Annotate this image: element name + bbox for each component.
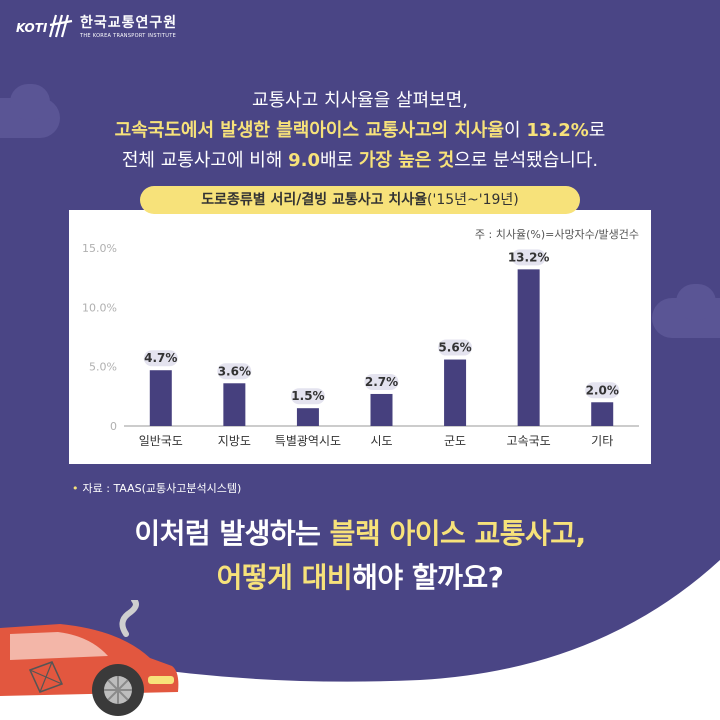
x-tick-label: 특별광역시도 xyxy=(275,434,341,448)
headline-line-2: 어떻게 대비해야 할까요? xyxy=(216,561,504,594)
data-label: 4.7% xyxy=(144,351,177,365)
chart-title-period: ('15년~'19년) xyxy=(427,192,519,208)
logo: KOTI 한국교통연구원 THE KOREA TRANSPORT INSTITU… xyxy=(16,12,177,39)
chart-title: 도로종류별 서리/결빙 교통사고 치사율 xyxy=(201,192,428,208)
intro-line-3: 전체 교통사고에 비해 9.0배로 가장 높은 것으로 분석됐습니다. xyxy=(121,150,599,171)
x-tick-label: 고속국도 xyxy=(507,434,551,448)
data-label: 5.6% xyxy=(438,341,471,355)
y-tick-label: 0 xyxy=(110,420,117,433)
source-text: 자료 : TAAS(교통사고분석시스템) xyxy=(82,482,242,495)
cloud-left-puff xyxy=(10,84,50,120)
data-label-bg xyxy=(143,350,178,367)
bar xyxy=(149,370,172,426)
x-tick-label: 일반국도 xyxy=(139,434,183,448)
data-label-bg xyxy=(364,373,399,390)
headline-line-1: 이처럼 발생하는 블랙 아이스 교통사고, xyxy=(134,517,586,550)
broken-car-illustration xyxy=(0,600,179,716)
x-tick-label: 시도 xyxy=(370,434,392,448)
bar-chart: 0 5.0% 10.0% 15.0% 4.7% 일반국도 3.6% 지방도 1.5% 특별광역시도… xyxy=(82,242,639,448)
intro-line-1: 교통사고 치사율을 살펴보면, xyxy=(252,90,468,111)
bar xyxy=(223,383,246,426)
data-label-bg xyxy=(511,249,546,266)
data-label-bg xyxy=(217,363,252,380)
x-tick-label: 지방도 xyxy=(218,434,251,448)
svg-text:KOTI: KOTI xyxy=(16,21,48,35)
logo-name-en: THE KOREA TRANSPORT INSTITUTE xyxy=(80,33,177,39)
y-tick-label: 10.0% xyxy=(82,301,117,314)
logo-name-ko: 한국교통연구원 xyxy=(80,15,178,31)
headline: 이처럼 발생하는 블랙 아이스 교통사고, 어떻게 대비해야 할까요? xyxy=(0,512,720,600)
bar xyxy=(517,269,540,426)
y-tick-label: 15.0% xyxy=(82,242,117,255)
intro-line-2: 고속국도에서 발생한 블랙아이스 교통사고의 치사율이 13.2%로 xyxy=(114,120,606,141)
x-tick-label: 기타 xyxy=(591,434,613,448)
data-label-bg xyxy=(585,382,620,399)
data-label: 3.6% xyxy=(218,364,251,378)
cloud-right-puff xyxy=(676,284,716,320)
data-label: 2.0% xyxy=(586,383,619,397)
data-label-bg xyxy=(290,388,325,405)
bar xyxy=(591,402,614,426)
chart-title-pill: 도로종류별 서리/결빙 교통사고 치사율('15년~'19년) xyxy=(140,186,580,214)
bar xyxy=(370,393,393,426)
koti-logo-icon: KOTI xyxy=(16,14,73,37)
source-bullet: • xyxy=(72,482,79,495)
chart-note: 주 : 치사율(%)=사망자수/발생건수 xyxy=(474,228,639,241)
data-label-bg xyxy=(438,339,473,356)
data-label: 1.5% xyxy=(291,389,324,403)
intro-text: 교통사고 치사율을 살펴보면, 고속국도에서 발생한 블랙아이스 교통사고의 치… xyxy=(0,86,720,176)
x-tick-label: 군도 xyxy=(444,434,466,448)
bar xyxy=(444,359,467,426)
data-label: 2.7% xyxy=(365,375,398,389)
source-note: • 자료 : TAAS(교통사고분석시스템) xyxy=(72,480,241,496)
bar xyxy=(296,408,319,426)
y-tick-label: 5.0% xyxy=(89,361,117,374)
data-label: 13.2% xyxy=(508,250,550,264)
chart-card: 주 : 치사율(%)=사망자수/발생건수 0 5.0% 10.0% 15.0% 4.7%… xyxy=(69,210,651,464)
